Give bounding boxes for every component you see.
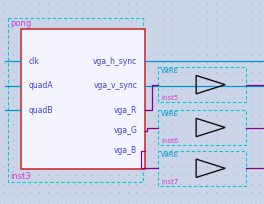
Bar [21, 29, 145, 169]
Bar [158, 151, 246, 186]
Text: vga_R: vga_R [114, 106, 137, 115]
Text: inst6: inst6 [161, 138, 178, 144]
Bar [158, 110, 246, 145]
Text: vga_h_sync: vga_h_sync [93, 57, 137, 66]
Text: clk: clk [29, 57, 40, 66]
Text: inst5: inst5 [161, 95, 178, 101]
Text: quadA: quadA [29, 81, 54, 90]
Text: inst7: inst7 [161, 179, 178, 185]
Text: quadB: quadB [29, 106, 54, 115]
Bar [158, 67, 246, 102]
Text: WIRE: WIRE [161, 68, 179, 74]
Text: vga_G: vga_G [114, 126, 137, 135]
Text: WIRE: WIRE [161, 152, 179, 158]
Text: WIRE: WIRE [161, 111, 179, 117]
Text: vga_B: vga_B [114, 146, 137, 155]
Bar [8, 18, 143, 182]
Text: pong: pong [11, 19, 32, 28]
Text: vga_v_sync: vga_v_sync [93, 81, 137, 90]
Text: inst3: inst3 [11, 172, 31, 181]
